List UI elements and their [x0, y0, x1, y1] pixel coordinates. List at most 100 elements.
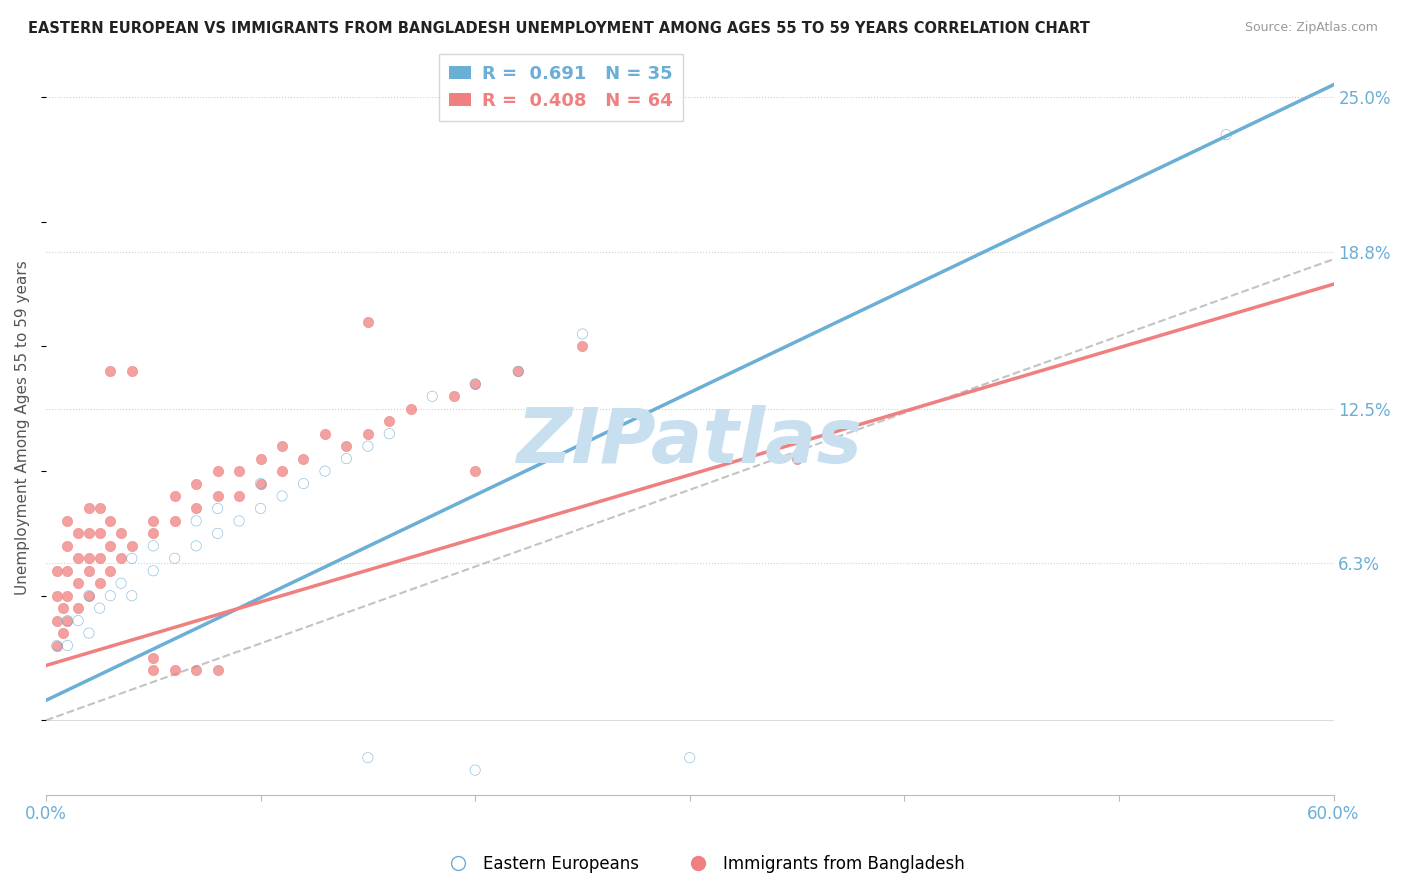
- Point: [77, 526, 100, 541]
- Point: [163, 489, 186, 503]
- Point: [357, 314, 380, 328]
- Point: [98, 539, 121, 553]
- Point: [89, 501, 111, 516]
- Legend: R =  0.691   N = 35, R =  0.408   N = 64: R = 0.691 N = 35, R = 0.408 N = 64: [439, 54, 683, 121]
- Point: [163, 514, 186, 528]
- Point: [56, 564, 79, 578]
- Point: [67, 576, 90, 591]
- Point: [142, 526, 165, 541]
- Point: [378, 426, 401, 441]
- Point: [571, 326, 593, 341]
- Point: [142, 564, 165, 578]
- Point: [464, 464, 486, 478]
- Point: [77, 626, 100, 640]
- Point: [207, 464, 229, 478]
- Point: [163, 664, 186, 678]
- Point: [56, 614, 79, 628]
- Point: [121, 539, 143, 553]
- Point: [98, 564, 121, 578]
- Point: [77, 589, 100, 603]
- Point: [67, 526, 90, 541]
- Legend: Eastern Europeans, Immigrants from Bangladesh: Eastern Europeans, Immigrants from Bangl…: [434, 848, 972, 880]
- Point: [679, 750, 702, 764]
- Point: [45, 614, 67, 628]
- Point: [186, 501, 208, 516]
- Point: [357, 426, 380, 441]
- Point: [67, 601, 90, 615]
- Point: [110, 526, 132, 541]
- Point: [464, 376, 486, 391]
- Point: [249, 476, 271, 491]
- Point: [98, 589, 121, 603]
- Point: [67, 614, 90, 628]
- Point: [52, 601, 75, 615]
- Point: [357, 750, 380, 764]
- Point: [56, 589, 79, 603]
- Point: [142, 539, 165, 553]
- Point: [207, 526, 229, 541]
- Text: EASTERN EUROPEAN VS IMMIGRANTS FROM BANGLADESH UNEMPLOYMENT AMONG AGES 55 TO 59 : EASTERN EUROPEAN VS IMMIGRANTS FROM BANG…: [28, 21, 1090, 36]
- Point: [207, 664, 229, 678]
- Point: [45, 639, 67, 653]
- Point: [228, 489, 250, 503]
- Point: [163, 551, 186, 566]
- Point: [89, 526, 111, 541]
- Point: [89, 601, 111, 615]
- Point: [357, 439, 380, 453]
- Point: [77, 551, 100, 566]
- Point: [314, 464, 336, 478]
- Point: [335, 451, 357, 466]
- Point: [98, 514, 121, 528]
- Point: [89, 551, 111, 566]
- Point: [186, 664, 208, 678]
- Point: [207, 501, 229, 516]
- Point: [77, 589, 100, 603]
- Point: [207, 489, 229, 503]
- Point: [378, 414, 401, 428]
- Point: [420, 389, 443, 403]
- Point: [56, 614, 79, 628]
- Y-axis label: Unemployment Among Ages 55 to 59 years: Unemployment Among Ages 55 to 59 years: [15, 260, 30, 595]
- Point: [271, 489, 294, 503]
- Point: [506, 364, 529, 378]
- Point: [335, 439, 357, 453]
- Point: [464, 763, 486, 777]
- Point: [52, 626, 75, 640]
- Point: [56, 539, 79, 553]
- Point: [121, 551, 143, 566]
- Point: [186, 514, 208, 528]
- Point: [77, 501, 100, 516]
- Point: [77, 564, 100, 578]
- Text: Source: ZipAtlas.com: Source: ZipAtlas.com: [1244, 21, 1378, 34]
- Point: [249, 501, 271, 516]
- Point: [249, 451, 271, 466]
- Point: [56, 514, 79, 528]
- Point: [292, 476, 315, 491]
- Point: [45, 564, 67, 578]
- Point: [142, 514, 165, 528]
- Point: [1215, 128, 1237, 142]
- Point: [571, 339, 593, 353]
- Point: [110, 551, 132, 566]
- Point: [142, 651, 165, 665]
- Point: [89, 576, 111, 591]
- Point: [443, 389, 465, 403]
- Point: [271, 464, 294, 478]
- Point: [228, 514, 250, 528]
- Point: [314, 426, 336, 441]
- Point: [110, 576, 132, 591]
- Point: [56, 639, 79, 653]
- Point: [186, 476, 208, 491]
- Point: [506, 364, 529, 378]
- Point: [786, 451, 808, 466]
- Point: [142, 664, 165, 678]
- Point: [45, 589, 67, 603]
- Point: [121, 364, 143, 378]
- Point: [67, 551, 90, 566]
- Point: [271, 439, 294, 453]
- Point: [186, 539, 208, 553]
- Point: [292, 451, 315, 466]
- Point: [249, 476, 271, 491]
- Point: [228, 464, 250, 478]
- Point: [464, 376, 486, 391]
